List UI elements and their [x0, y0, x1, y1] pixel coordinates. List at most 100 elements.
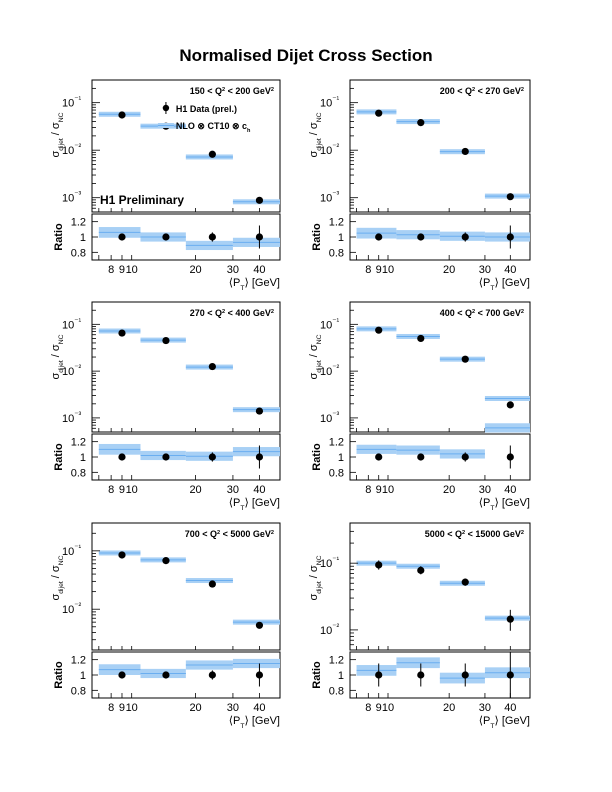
ratio-point [417, 453, 425, 461]
x-axis-label: ⟨PT⟩ [GeV] [479, 497, 530, 512]
x-tick-label: 8 [365, 264, 371, 276]
chart-panel-3: 10⁻¹ 10⁻² 10⁻³ 270 < Q2 < 400 GeV2 σdijet / … [50, 301, 281, 512]
x-tick-label: 8 [108, 484, 114, 496]
y-tick-label: 10⁻¹ [62, 95, 81, 110]
main-frame [91, 522, 281, 651]
ratio-tick-label: 0.8 [71, 467, 86, 479]
y-tick-label: 10⁻² [62, 142, 81, 157]
ratio-point [118, 233, 126, 241]
x-tick-label: 30 [479, 484, 491, 496]
ratio-point [461, 453, 469, 461]
data-point [461, 578, 469, 586]
legend-data-label: H1 Data (prel.) [176, 104, 237, 114]
main-frame [349, 522, 531, 651]
ratio-point [506, 233, 514, 241]
data-point [255, 621, 264, 629]
legend: H1 Data (prel.) NLO ⊗ CT10 ⊗ ch [157, 102, 251, 134]
x-tick-label: 10 [126, 484, 138, 496]
x-tick-label: 20 [189, 702, 201, 714]
data-point [506, 401, 514, 409]
ratio-point [417, 233, 425, 241]
ratio-point [162, 233, 170, 241]
data-point [162, 336, 170, 345]
data-point [208, 362, 216, 371]
panel-title: 200 < Q2 < 270 GeV2 [440, 86, 524, 96]
data-point [461, 147, 469, 156]
ratio-point [506, 671, 514, 679]
ratio-point [118, 453, 126, 461]
y-tick-label: 10⁻³ [320, 410, 339, 425]
x-tick-label: 30 [227, 702, 239, 714]
x-tick-label: 9 [119, 484, 125, 496]
ratio-axis-label: Ratio [53, 661, 65, 689]
ratio-point [208, 453, 216, 461]
panel-title: 700 < Q2 < 5000 GeV2 [185, 529, 274, 539]
x-axis-label: ⟨PT⟩ [GeV] [479, 277, 530, 292]
ratio-tick-label: 0.8 [329, 247, 344, 259]
ratio-tick-label: 1.2 [329, 655, 344, 667]
ratio-point [118, 671, 126, 679]
ratio-axis-label: Ratio [311, 443, 323, 471]
x-tick-label: 9 [119, 264, 125, 276]
x-tick-label: 40 [253, 484, 265, 496]
x-tick-label: 10 [382, 484, 394, 496]
page-title: Normalised Dijet Cross Section [179, 46, 433, 65]
ratio-point [255, 453, 264, 461]
data-point [417, 119, 425, 127]
y-axis-label: σdijet / σNC [50, 112, 65, 157]
y-tick-label: 10⁻¹ [62, 316, 81, 331]
ratio-point [162, 671, 170, 679]
ratio-point [255, 671, 264, 679]
x-tick-label: 9 [119, 702, 125, 714]
y-tick-label: 10⁻¹ [320, 95, 339, 110]
x-axis-label: ⟨PT⟩ [GeV] [229, 497, 280, 512]
ratio-axis-label: Ratio [53, 223, 65, 251]
x-tick-label: 30 [227, 264, 239, 276]
y-axis-label: σdijet / σNC [308, 555, 323, 600]
x-tick-label: 10 [126, 264, 138, 276]
x-tick-label: 9 [376, 264, 382, 276]
chart-panel-5: 10⁻¹ 10⁻² 700 < Q2 < 5000 GeV2 σdijet / σNC… [50, 522, 281, 730]
y-tick-label: 10⁻³ [320, 190, 339, 205]
chart-panel-2: 10⁻¹ 10⁻² 10⁻³ 200 < Q2 < 270 GeV2 σdijet / … [308, 79, 531, 292]
panel-title: 150 < Q2 < 200 GeV2 [190, 86, 274, 96]
main-frame [91, 79, 281, 213]
ratio-point [375, 453, 383, 461]
y-tick-label: 10⁻³ [62, 190, 81, 205]
y-tick-label: 10⁻¹ [62, 543, 81, 558]
ratio-point [375, 233, 383, 241]
ratio-tick-label: 1 [338, 232, 344, 244]
legend-data-marker [162, 104, 170, 112]
x-tick-label: 20 [443, 264, 455, 276]
ratio-tick-label: 0.8 [329, 685, 344, 697]
data-point [506, 193, 514, 201]
x-tick-label: 10 [382, 264, 394, 276]
y-tick-label: 10⁻² [62, 363, 81, 378]
data-point [375, 326, 383, 334]
ratio-tick-label: 1.2 [71, 437, 86, 449]
data-point [506, 615, 514, 623]
x-axis-label: ⟨PT⟩ [GeV] [479, 715, 530, 730]
data-point [162, 557, 170, 565]
x-tick-label: 8 [108, 264, 114, 276]
main-frame [349, 301, 531, 433]
ratio-point [208, 233, 216, 241]
data-point [118, 111, 126, 119]
chart-panel-4: 10⁻¹ 10⁻² 10⁻³ 400 < Q2 < 700 GeV2 σdijet / … [308, 301, 531, 512]
x-tick-label: 20 [189, 484, 201, 496]
ratio-axis-label: Ratio [311, 661, 323, 689]
chart-panel-6: 10⁻¹ 10⁻² 5000 < Q2 < 15000 GeV2 σdijet / σ… [308, 522, 531, 730]
x-tick-label: 8 [108, 702, 114, 714]
legend-theory-label: NLO ⊗ CT10 ⊗ ch [176, 121, 251, 134]
x-tick-label: 8 [365, 484, 371, 496]
y-tick-label: 10⁻¹ [320, 316, 339, 331]
y-tick-label: 10⁻² [320, 142, 339, 157]
x-tick-label: 40 [504, 702, 516, 714]
x-tick-label: 40 [253, 264, 265, 276]
data-point [208, 580, 216, 588]
ratio-point [461, 671, 469, 679]
y-axis-label: σdijet / σNC [50, 334, 65, 379]
data-point [375, 561, 383, 569]
y-axis-label: σdijet / σNC [308, 112, 323, 157]
